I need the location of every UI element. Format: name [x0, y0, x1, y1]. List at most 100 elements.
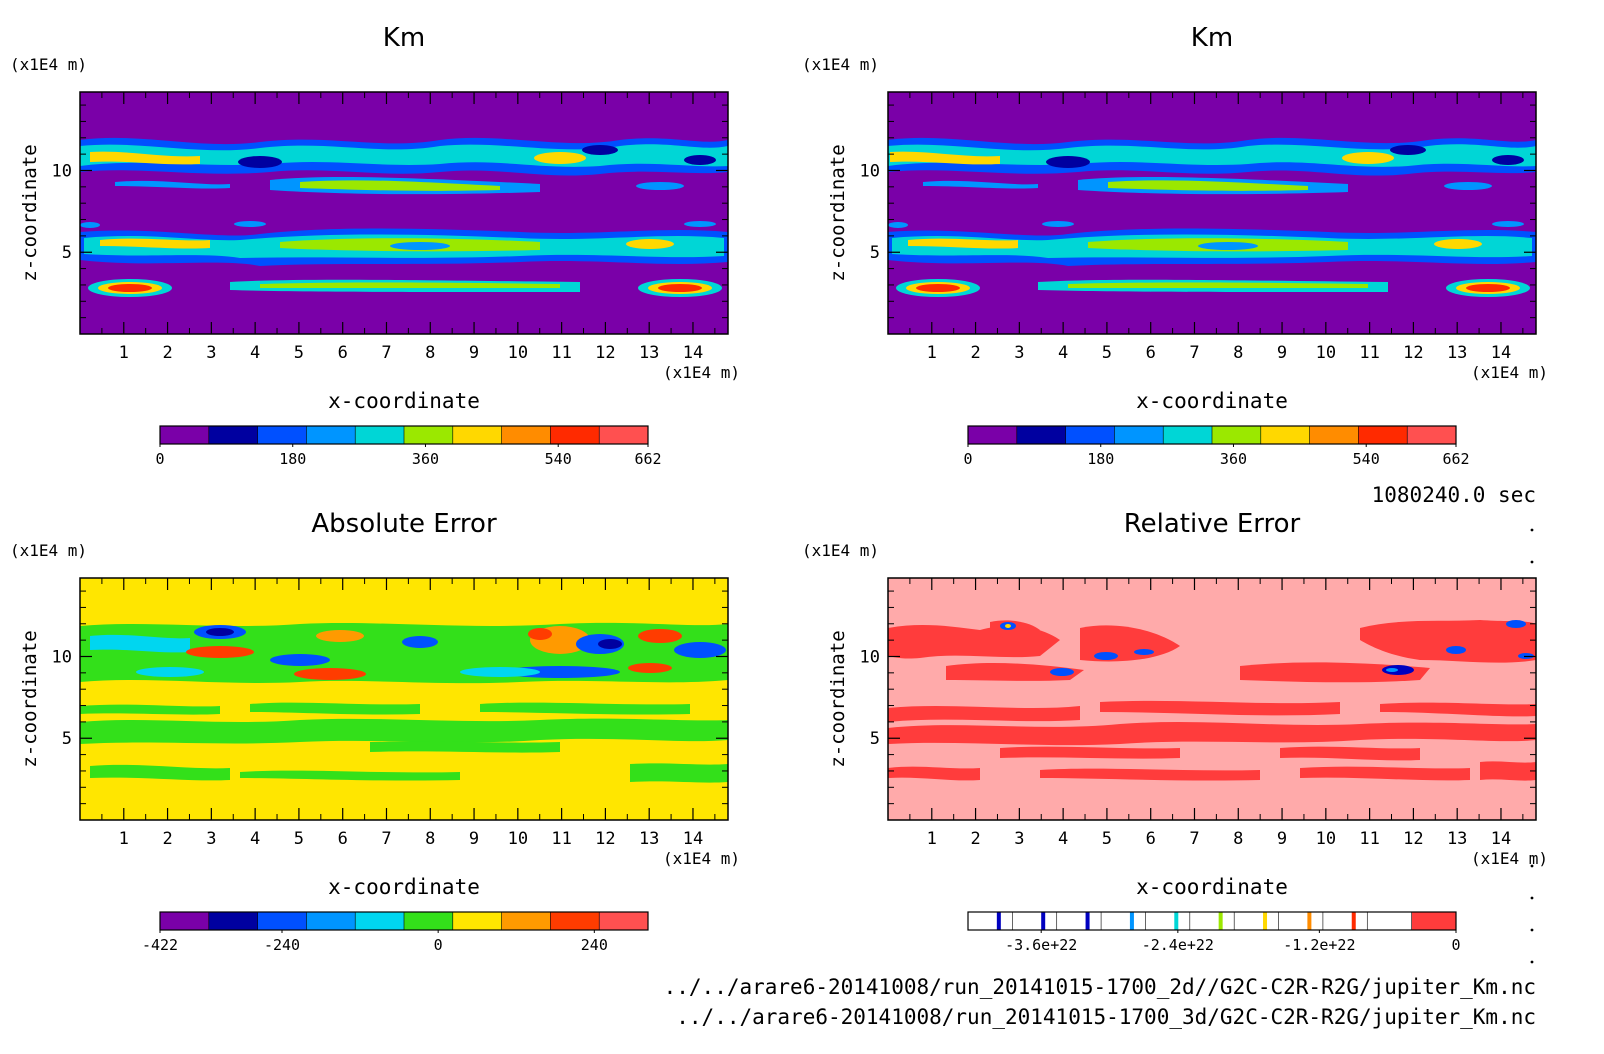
colorbar-swatch [501, 426, 551, 444]
x-tick-label: 7 [1189, 829, 1199, 849]
colorbar-label: 0 [155, 450, 164, 468]
contour-field [80, 578, 728, 820]
panel-title: Relative Error [1124, 509, 1301, 539]
colorbar-stripe [1307, 912, 1312, 930]
colorbar-label: -2.4e+22 [1142, 936, 1214, 954]
colorbar-swatch [599, 426, 649, 444]
x-tick-label: 1 [119, 343, 129, 363]
x-tick-label: 4 [250, 343, 260, 363]
colorbar-frame [967, 911, 1457, 931]
colorbar-label: -240 [264, 936, 300, 954]
x-tick-label: 14 [683, 343, 703, 363]
colorbar-swatch [1367, 912, 1413, 930]
colorbar-swatch [257, 426, 307, 444]
x-tick-label: 10 [1316, 343, 1336, 363]
colorbar-swatch [1411, 912, 1457, 930]
x-tick-label: 8 [1233, 829, 1243, 849]
x-tick-label: 12 [595, 829, 615, 849]
x-tick-label: 10 [508, 829, 528, 849]
time-label: 1080240.0 sec [1372, 483, 1536, 507]
colorbar-label: -3.6e+22 [1005, 936, 1077, 954]
x-tick-label: 3 [206, 343, 216, 363]
colorbar-label: 662 [634, 450, 661, 468]
x-tick-label: 2 [162, 829, 172, 849]
contour-field [888, 578, 1536, 820]
x-unit-label: (x1E4 m) [1471, 849, 1548, 868]
colorbar-swatch [1358, 426, 1408, 444]
colorbar-swatch [160, 426, 210, 444]
x-tick-label: 14 [683, 829, 703, 849]
y-unit-label: (x1E4 m) [10, 541, 87, 560]
colorbar-label: 360 [412, 450, 439, 468]
y-tick-label: 10 [860, 161, 880, 181]
x-tick-label: 12 [1403, 343, 1423, 363]
colorbar-swatch [1278, 912, 1324, 930]
x-tick-label: 13 [639, 829, 659, 849]
x-tick-label: 6 [338, 829, 348, 849]
x-tick-label: 11 [1359, 829, 1379, 849]
y-unit-label: (x1E4 m) [802, 55, 879, 74]
x-tick-label: 6 [1146, 829, 1156, 849]
x-tick-label: 8 [425, 829, 435, 849]
colorbar-swatch [550, 912, 600, 930]
colorbar-swatch [1065, 426, 1115, 444]
colorbar-swatch [1101, 912, 1146, 930]
x-tick-label: 7 [381, 829, 391, 849]
y-tick-label: 5 [62, 729, 72, 749]
x-tick-label: 9 [469, 829, 479, 849]
margin-dots [1530, 528, 1534, 964]
xlabel: x-coordinate [328, 875, 480, 899]
x-tick-label: 7 [1189, 343, 1199, 363]
colorbar-label: 0 [963, 450, 972, 468]
x-tick-label: 6 [1146, 343, 1156, 363]
x-tick-label: 9 [1277, 829, 1287, 849]
colorbar-swatch [501, 912, 551, 930]
contour-field [80, 92, 728, 334]
x-unit-label: (x1E4 m) [663, 363, 740, 382]
colorbar-label: -1.2e+22 [1283, 936, 1355, 954]
x-tick-label: 5 [294, 343, 304, 363]
ylabel: z-coordinate [827, 144, 849, 281]
x-tick-label: 1 [927, 829, 937, 849]
colorbar-stripe [1263, 912, 1268, 930]
file-path-2: ../../arare6-20141008/run_20141015-1700_… [676, 1005, 1536, 1029]
x-tick-label: 13 [1447, 829, 1467, 849]
colorbar-stripe [1129, 912, 1134, 930]
x-tick-label: 14 [1491, 343, 1511, 363]
x-tick-label: 1 [927, 343, 937, 363]
y-tick-label: 10 [52, 161, 72, 181]
x-tick-label: 10 [508, 343, 528, 363]
y-unit-label: (x1E4 m) [802, 541, 879, 560]
colorbar-swatch [1407, 426, 1457, 444]
panel-relative-error: Relative Error (x1E4 m) [802, 509, 1548, 954]
x-tick-label: 3 [1014, 343, 1024, 363]
colorbar-swatch [208, 426, 259, 444]
x-tick-label: 9 [469, 343, 479, 363]
x-tick-label: 5 [1102, 343, 1112, 363]
colorbar-swatch [1189, 912, 1235, 930]
colorbar-stripe [1351, 912, 1356, 930]
x-tick-label: 1 [119, 829, 129, 849]
x-tick-label: 8 [425, 343, 435, 363]
contour-field [888, 92, 1536, 334]
colorbar-swatch [1012, 912, 1058, 930]
colorbar-stripe [1218, 912, 1223, 930]
xlabel: x-coordinate [1136, 389, 1288, 413]
x-tick-label: 12 [1403, 829, 1423, 849]
x-tick-label: 9 [1277, 343, 1287, 363]
ylabel: z-coordinate [19, 144, 41, 281]
x-tick-label: 12 [595, 343, 615, 363]
colorbar-swatch [1260, 426, 1311, 444]
x-tick-label: 6 [338, 343, 348, 363]
x-tick-label: 3 [206, 829, 216, 849]
colorbar-label: 0 [1451, 936, 1460, 954]
file-path-1: ../../arare6-20141008/run_20141015-1700_… [664, 975, 1536, 999]
x-tick-label: 3 [1014, 829, 1024, 849]
colorbar-swatch [306, 912, 356, 930]
colorbar-swatch [968, 912, 1013, 930]
panel-absolute-error: Absolute Error (x1E4 m) [10, 509, 740, 954]
panel-title: Km [383, 23, 425, 53]
y-tick-label: 5 [870, 729, 880, 749]
x-tick-label: 4 [1058, 343, 1068, 363]
y-tick-label: 5 [62, 243, 72, 263]
